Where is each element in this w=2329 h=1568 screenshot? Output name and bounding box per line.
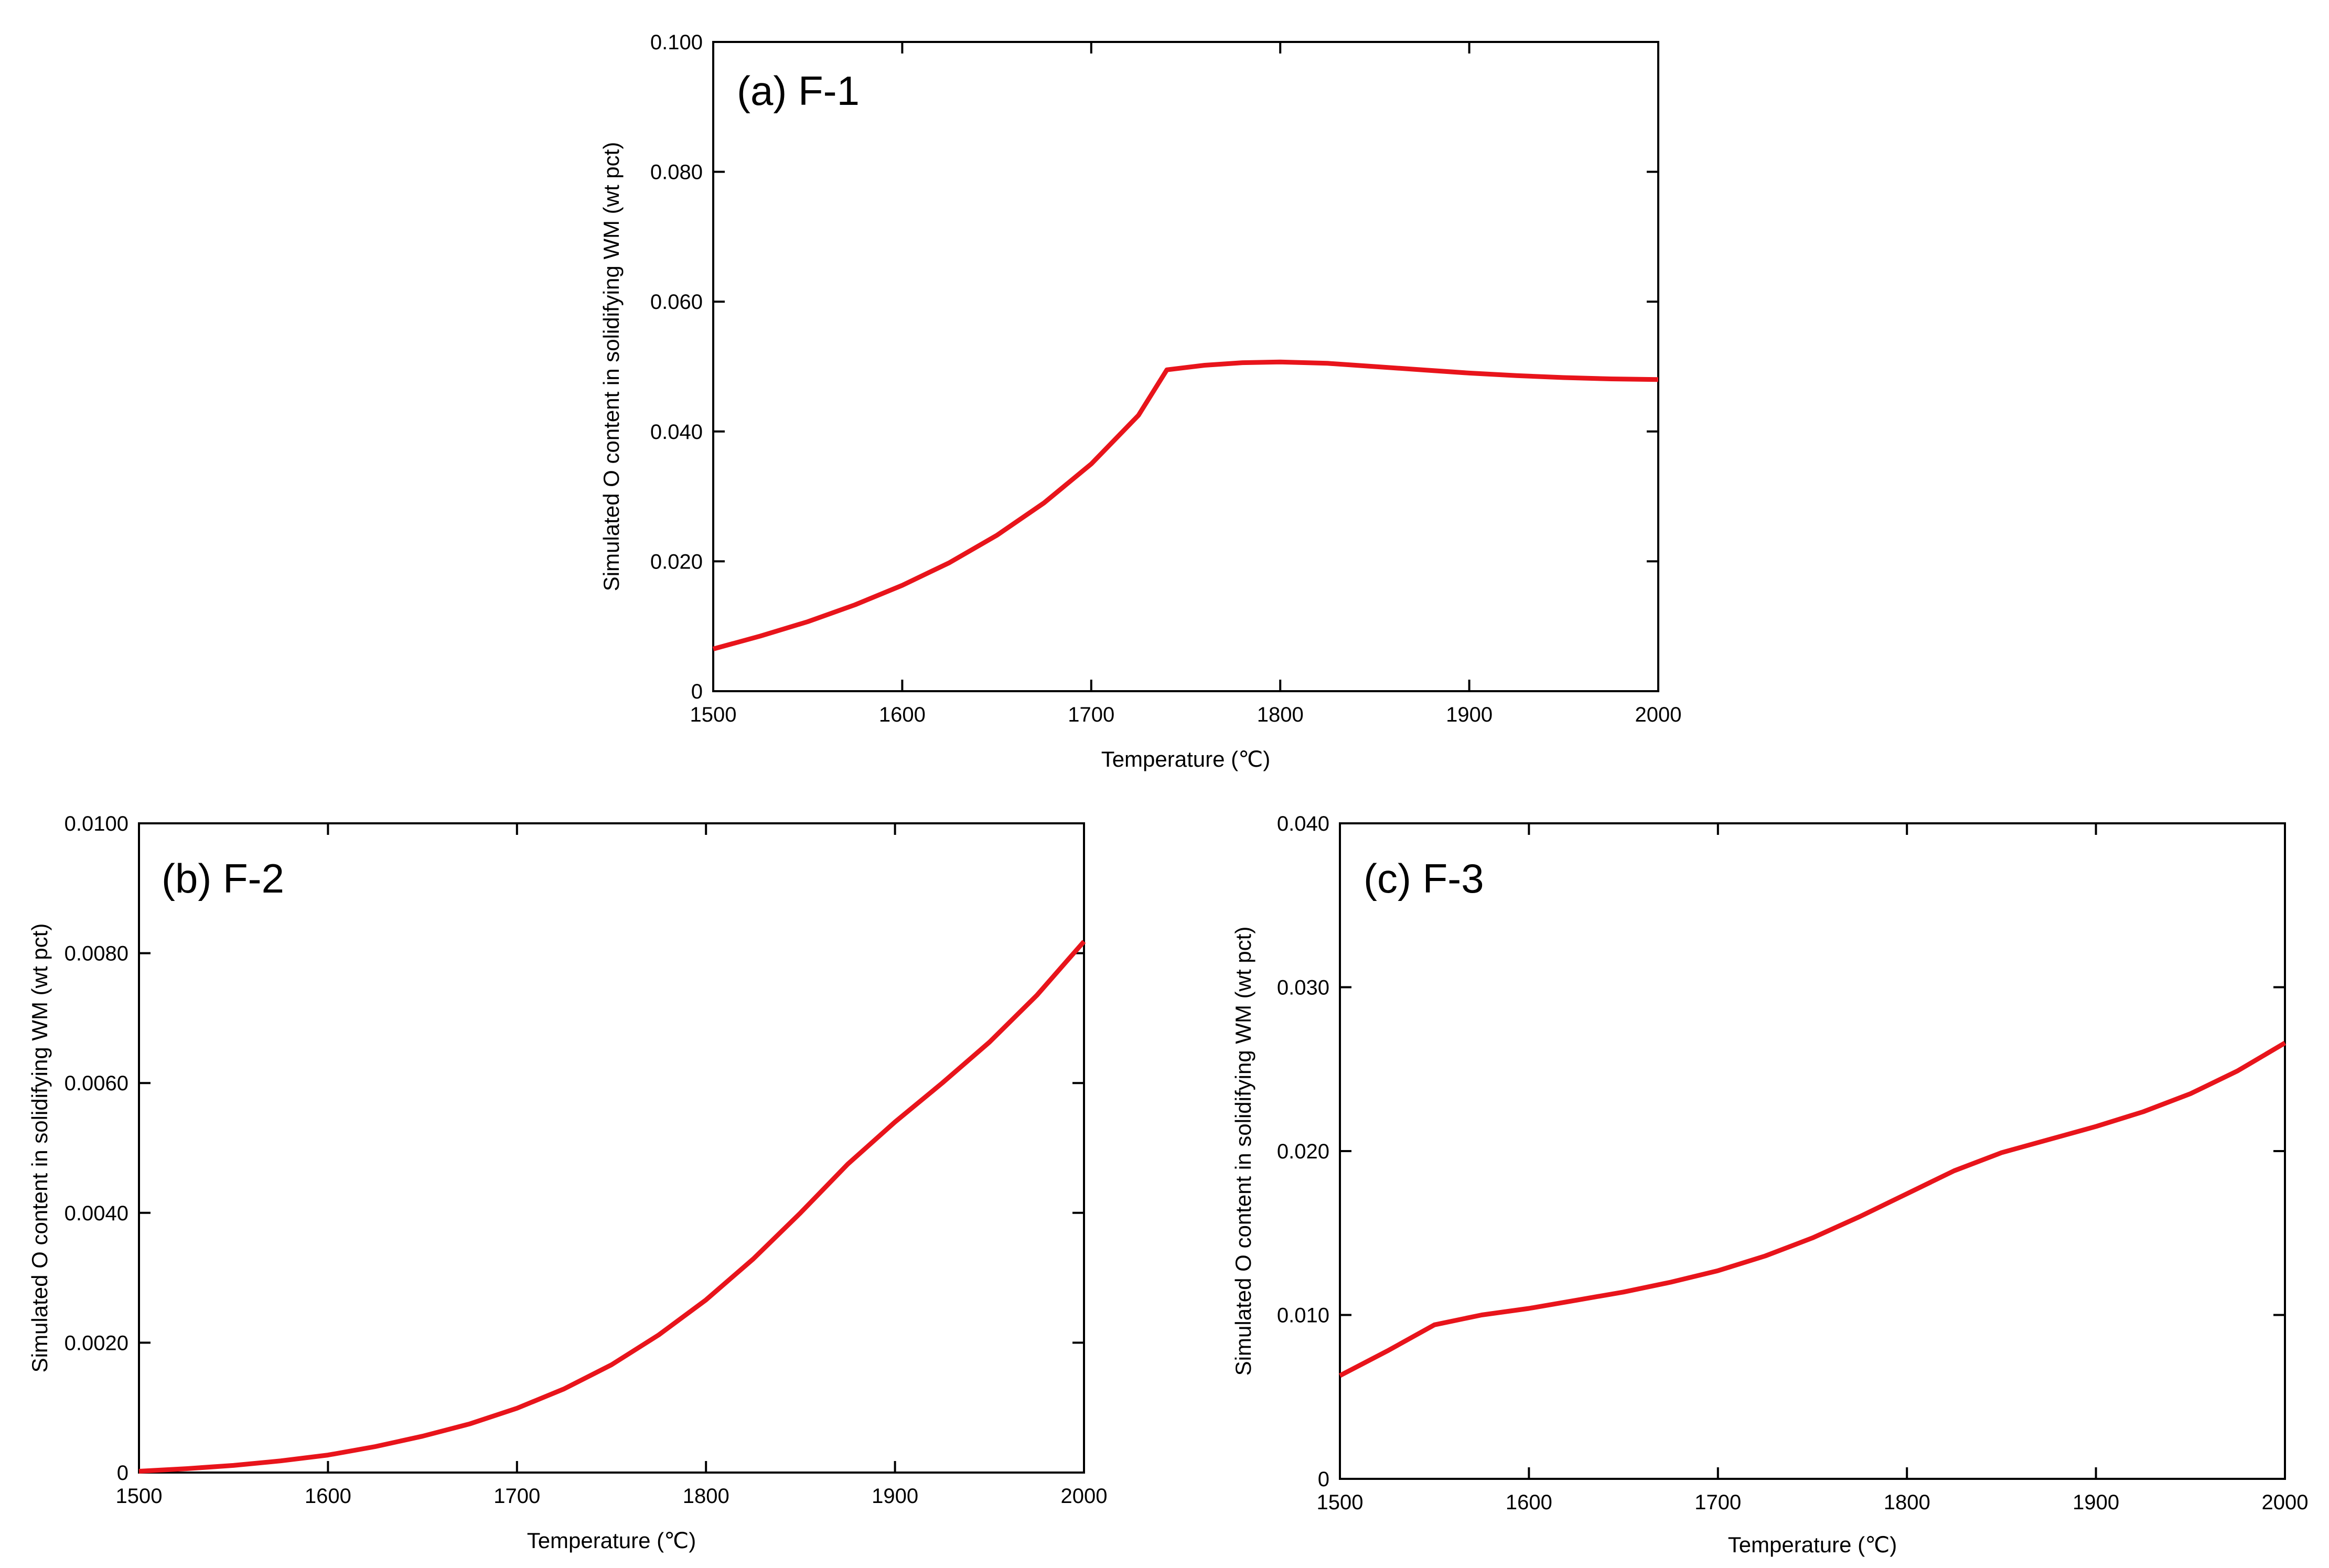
x-tick-label: 1900	[2073, 1491, 2119, 1514]
x-axis-label: Temperature (℃)	[1728, 1532, 1897, 1557]
x-tick-label: 1700	[1694, 1491, 1741, 1514]
x-tick-label: 2000	[2262, 1491, 2309, 1514]
y-tick-label: 0.020	[1277, 1140, 1329, 1163]
y-tick-label: 0.0080	[65, 942, 128, 965]
chart-panel-c: (c) F-3 Temperature (℃) Simulated O cont…	[1231, 812, 2308, 1557]
series-line	[1338, 1040, 2287, 1378]
y-tick-label: 0.040	[1277, 812, 1329, 835]
plot-frame	[138, 822, 1085, 1474]
y-axis-label: Simulated O content in solidifying WM (w…	[599, 142, 624, 592]
y-tick-label: 0.020	[650, 550, 703, 573]
y-tick-label: 0.0040	[65, 1202, 128, 1225]
panel-title: (a) F-1	[737, 68, 860, 114]
x-tick-label: 1500	[116, 1485, 163, 1508]
x-axis-label: Temperature (℃)	[1101, 747, 1271, 771]
x-tick-label: 1500	[690, 703, 737, 726]
panel-title: (b) F-2	[162, 855, 284, 901]
y-tick-label: 0	[1318, 1468, 1329, 1491]
y-axis-label: Simulated O content in solidifying WM (w…	[27, 923, 52, 1373]
x-tick-label: 1900	[872, 1485, 918, 1508]
x-tick-label: 2000	[1061, 1485, 1108, 1508]
x-tick-label: 1600	[1506, 1491, 1552, 1514]
axis-ticks: 1500 1600 1700 1800 1900 2000 0 0.010 0.020 0.030…	[1277, 812, 2309, 1514]
x-axis-label: Temperature (℃)	[527, 1528, 696, 1553]
series-line	[712, 359, 1659, 651]
plot-frame	[1339, 822, 2286, 1480]
x-tick-label: 1600	[879, 703, 926, 726]
panel-title: (c) F-3	[1364, 855, 1484, 901]
y-tick-label: 0.0100	[65, 812, 128, 835]
y-tick-label: 0.0060	[65, 1072, 128, 1095]
x-tick-label: 1800	[1884, 1491, 1930, 1514]
x-tick-label: 1600	[305, 1485, 351, 1508]
axis-ticks: 1500 1600 1700 1800 1900 2000 0 0.020 0.040 0.060…	[650, 31, 1682, 726]
y-tick-label: 0	[117, 1462, 128, 1485]
y-tick-label: 0.080	[650, 161, 703, 184]
axis-ticks: 1500 1600 1700 1800 1900 2000 0 0.0020 0.0040 0.0…	[65, 812, 1108, 1508]
x-tick-label: 1900	[1446, 703, 1493, 726]
y-tick-label: 0.010	[1277, 1304, 1329, 1327]
x-tick-label: 1800	[683, 1485, 729, 1508]
chart-panel-a: (a) F-1 Temperature (℃) Simulated O cont…	[599, 31, 1681, 771]
y-tick-label: 0	[691, 680, 703, 703]
chart-panel-b: (b) F-2 Temperature (℃) Simulated O cont…	[27, 812, 1107, 1553]
y-tick-label: 0.060	[650, 291, 703, 314]
y-axis-label: Simulated O content in solidifying WM (w…	[1231, 927, 1255, 1376]
x-tick-label: 1700	[1068, 703, 1114, 726]
y-tick-label: 0.040	[650, 421, 703, 444]
x-tick-label: 2000	[1635, 703, 1682, 726]
x-tick-label: 1800	[1257, 703, 1304, 726]
plot-frame	[712, 41, 1659, 692]
y-tick-label: 0.030	[1277, 976, 1329, 1000]
y-tick-label: 0.0020	[65, 1331, 128, 1355]
x-tick-label: 1700	[493, 1485, 540, 1508]
x-tick-label: 1500	[1317, 1491, 1364, 1514]
y-tick-label: 0.100	[650, 31, 703, 54]
series-line	[138, 940, 1086, 1474]
